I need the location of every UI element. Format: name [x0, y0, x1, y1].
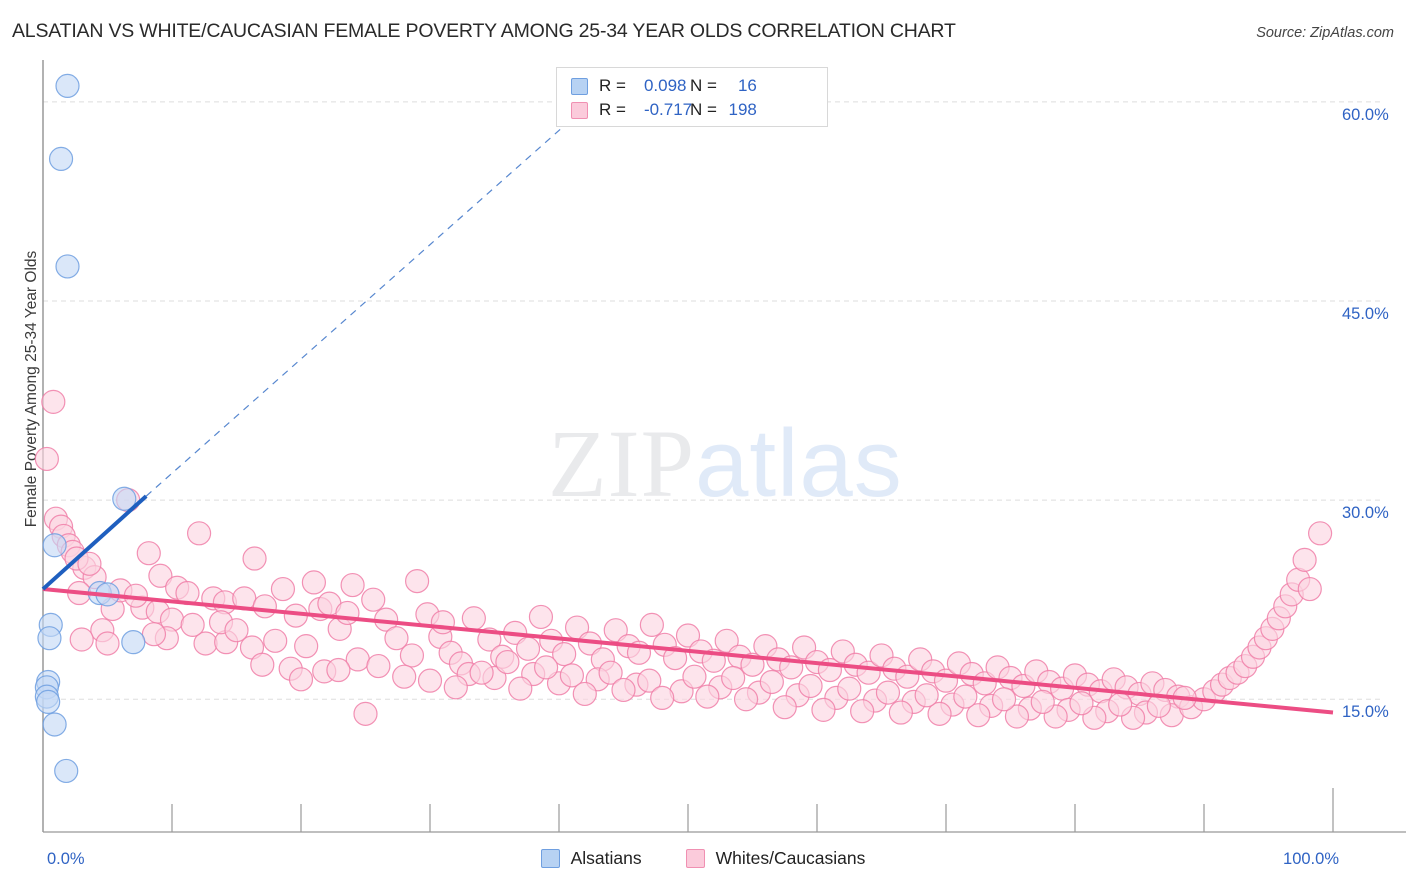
n-label-pink: N =: [689, 100, 717, 119]
r-label-pink: R =: [599, 100, 626, 119]
y-tick-label: 15.0%: [1342, 703, 1389, 722]
legend-swatch-pink: [571, 101, 588, 119]
stats-legend-row-alsatians: R = 0.098 N = 16: [571, 74, 817, 98]
x-tick-label: 0.0%: [47, 850, 85, 868]
legend-item-alsatians[interactable]: Alsatians: [540, 848, 642, 869]
alsatians-points: [34, 73, 146, 784]
chart-title: ALSATIAN VS WHITE/CAUCASIAN FEMALE POVER…: [12, 20, 956, 42]
axis-lines: [42, 60, 1406, 833]
x-tick-label: 100.0%: [1283, 850, 1339, 868]
source-label: Source: ZipAtlas.com: [1256, 25, 1394, 41]
y-tick-label: 30.0%: [1342, 504, 1389, 523]
x-tick-marks: [171, 804, 1205, 832]
stats-legend: R = 0.098 N = 16 R = -0.717 N = 198: [556, 67, 828, 127]
legend-swatch-blue: [571, 77, 588, 95]
stats-legend-row-whites: R = -0.717 N = 198: [571, 98, 817, 122]
r-value-blue: 0.098: [643, 76, 687, 95]
y-tick-label: 60.0%: [1342, 105, 1389, 124]
legend-item-whites-caucasians[interactable]: Whites/Caucasians: [685, 848, 866, 869]
whites-caucasians-points: [34, 389, 1333, 730]
legend-label-whites-caucasians: Whites/Caucasians: [715, 848, 866, 868]
r-label-blue: R =: [599, 76, 626, 95]
trend-lines: [41, 101, 1334, 715]
legend-label-alsatians: Alsatians: [570, 848, 642, 868]
y-tick-label: 45.0%: [1342, 304, 1389, 323]
legend-color-whites-caucasians: [685, 849, 705, 868]
n-value-blue: 16: [737, 76, 757, 95]
n-label-blue: N =: [689, 76, 717, 95]
series-legend: Alsatians Whites/Caucasians: [0, 848, 1406, 869]
legend-color-alsatians: [540, 849, 560, 868]
n-value-pink: 198: [728, 100, 757, 119]
r-value-pink: -0.717: [643, 100, 693, 119]
